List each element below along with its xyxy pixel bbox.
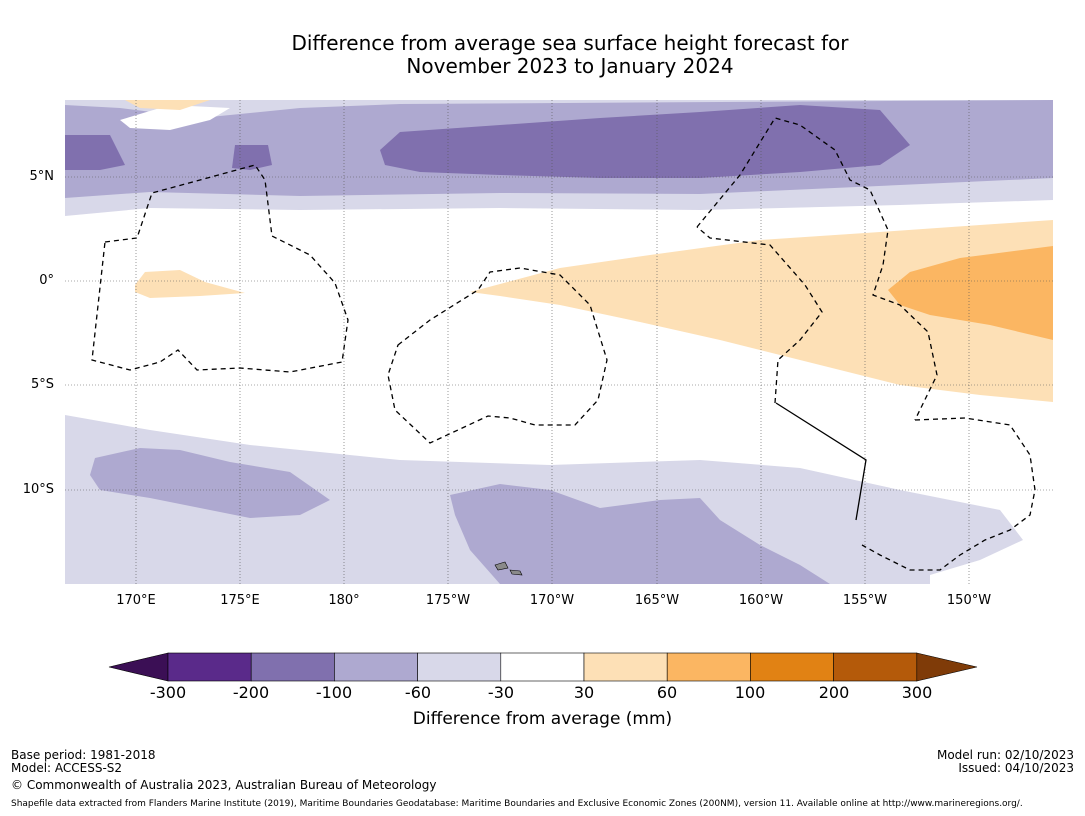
island	[509, 569, 523, 576]
lon-label: 180°	[328, 593, 360, 608]
colorbar-extend-high	[916, 652, 978, 682]
colorbar-tick: -200	[232, 683, 270, 702]
eez-line-east-south	[861, 417, 1036, 571]
equatorial-positive-light	[470, 220, 1053, 402]
colorbar-tick: 60	[656, 683, 678, 702]
colorbar-segment	[500, 652, 585, 682]
colorbar-tick: 30	[573, 683, 595, 702]
lat-label: 5°S	[30, 377, 54, 392]
colorbar-segment	[417, 652, 502, 682]
colorbar-label: Difference from average (mm)	[412, 709, 673, 729]
lon-label: 170°E	[116, 593, 156, 608]
lon-label: 160°W	[738, 593, 784, 608]
south-band-mid-west	[90, 448, 330, 518]
lon-label: 155°W	[842, 593, 888, 608]
issued-date: Issued: 04/10/2023	[958, 761, 1074, 775]
colorbar-segment	[833, 652, 918, 682]
eez-line-west	[91, 164, 349, 373]
north-white-patch	[120, 105, 230, 130]
colorbar-tick: -300	[149, 683, 187, 702]
eez-line-east-north	[696, 117, 938, 421]
colorbar-segment	[334, 652, 418, 682]
colorbar-tick: 100	[734, 683, 766, 702]
copyright: © Commonwealth of Australia 2023, Austra…	[11, 778, 437, 792]
colorbar-segment	[167, 652, 252, 682]
title-line-2: November 2023 to January 2024	[406, 54, 734, 78]
south-band-mid-east	[450, 484, 830, 584]
colorbar-tick: 300	[901, 683, 933, 702]
colorbar-tick: 200	[818, 683, 850, 702]
lat-label: 10°S	[22, 482, 54, 497]
lon-label: 175°E	[220, 593, 260, 608]
colorbar-segment	[750, 652, 834, 682]
lat-label: 0°	[39, 273, 54, 288]
north-band-dark-west	[65, 135, 125, 170]
lon-label: 150°W	[946, 593, 992, 608]
footer-left: Base period: 1981-2018 Model: ACCESS-S2	[11, 749, 156, 775]
eez-line-central	[387, 267, 608, 444]
model-run: Model run: 02/10/2023	[936, 748, 1074, 762]
base-period: Base period: 1981-2018	[11, 748, 156, 762]
equatorial-positive-mid	[888, 246, 1053, 340]
lon-label: 170°W	[529, 593, 575, 608]
north-band-dark-east	[380, 105, 910, 178]
colorbar	[108, 652, 978, 682]
north-positive-sliver	[125, 100, 210, 110]
colorbar-extend-low	[108, 652, 169, 682]
island	[494, 561, 509, 571]
lon-label: 165°W	[634, 593, 680, 608]
colorbar-tick: -60	[404, 683, 432, 702]
boundary-solid-line	[775, 402, 867, 521]
west-positive-patch	[135, 270, 245, 298]
shapefile-credit: Shapefile data extracted from Flanders M…	[11, 799, 1023, 809]
lon-label: 175°W	[425, 593, 471, 608]
colorbar-segment	[583, 652, 668, 682]
footer-right: Model run: 02/10/2023 Issued: 04/10/2023	[937, 749, 1074, 775]
title-line-1: Difference from average sea surface heig…	[291, 31, 849, 55]
eez-boundaries	[91, 117, 1036, 571]
colorbar-tick: -30	[487, 683, 515, 702]
chart-title: Difference from average sea surface heig…	[0, 32, 1085, 78]
colorbar-segment	[250, 652, 335, 682]
model-name: Model: ACCESS-S2	[11, 761, 123, 775]
colorbar-segment	[666, 652, 751, 682]
lat-label: 5°N	[29, 169, 55, 184]
map-field	[65, 100, 1053, 584]
colorbar-tick: -100	[315, 683, 353, 702]
north-band-dark-blob	[232, 145, 272, 170]
